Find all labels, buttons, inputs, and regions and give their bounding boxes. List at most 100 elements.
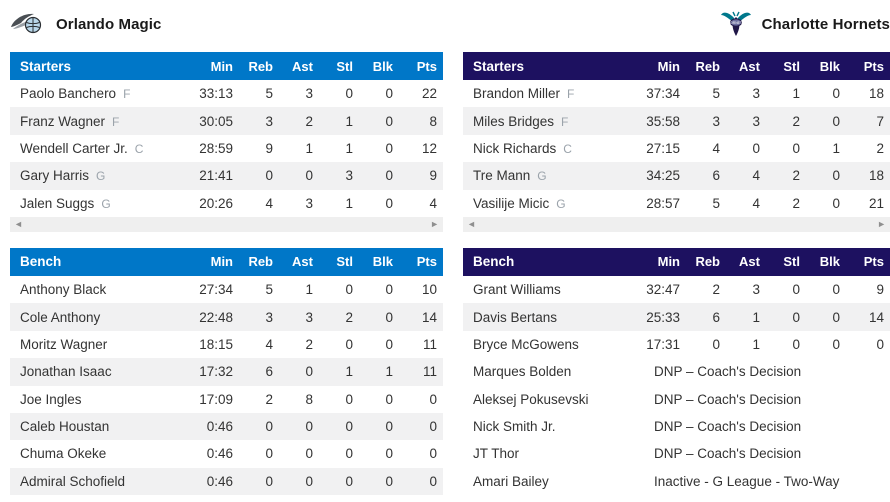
stat-ast: 1 [752,336,760,352]
table-title: Starters [20,58,72,74]
hornets-starters-table: Starters Min Reb Ast Stl Blk Pts Brandon Miller… [463,52,890,217]
stat-ast: 3 [752,86,760,102]
player-name: Admiral Schofield [20,473,126,489]
stat-ast: 0 [305,419,313,435]
stat-min: 25:33 [646,309,680,325]
stat-reb: 4 [712,140,720,156]
player-row: Amari Bailey Inactive - G League - Two-Wa… [463,467,890,496]
stat-reb: 2 [265,391,273,407]
player-name-cell: Tre Mann G [473,168,624,183]
stat-reb: 3 [265,309,273,325]
player-name-cell: Cole Anthony [20,310,177,325]
team-section-magic: Orlando Magic Starters Min Reb Ast Stl Blk Pts… [10,4,443,502]
hornets-bench-table: Bench Min Reb Ast Stl Blk Pts Grant Williams 32:… [463,247,890,496]
stat-blk: 0 [832,336,840,352]
stat-blk: 0 [385,309,393,325]
player-name-cell: Jalen Suggs G [20,196,177,211]
stat-blk: 1 [832,140,840,156]
player-position: G [96,169,106,184]
table-title: Bench [20,254,62,270]
column-header-stl: Stl [783,58,800,74]
player-row: Anthony Black 27:34 5 1 0 0 10 [10,275,443,304]
player-row: Nick Smith Jr. DNP – Coach's Decision [463,412,890,441]
stat-blk: 0 [832,309,840,325]
stat-blk: 0 [385,282,393,298]
stat-reb: 6 [712,168,720,184]
column-header-min: Min [657,58,680,74]
player-name-cell: Admiral Schofield [20,474,177,489]
stat-min: 21:41 [199,168,233,184]
column-header-reb: Reb [695,254,720,270]
player-row: Aleksej Pokusevski DNP – Coach's Decision [463,385,890,413]
scroll-right-icon[interactable]: ► [877,218,886,229]
column-header-ast: Ast [739,58,760,74]
player-name-cell: JT Thor [473,446,624,461]
stat-min: 37:34 [646,86,680,102]
player-name-cell: Nick Richards C [473,141,624,156]
stat-ast: 3 [752,282,760,298]
column-header-ast: Ast [292,254,313,270]
stat-stl: 0 [345,446,353,462]
stat-blk: 0 [832,168,840,184]
column-header-ast: Ast [292,58,313,74]
stat-blk: 0 [385,113,393,129]
player-row: Jalen Suggs G 20:26 4 3 1 0 4 [10,189,443,217]
stat-stl: 0 [345,282,353,298]
stat-ast: 4 [752,195,760,211]
player-name-cell: Gary Harris G [20,168,177,183]
player-row: Bryce McGowens 17:31 0 1 0 0 0 [463,330,890,359]
stat-stl: 1 [345,195,353,211]
stat-min: 17:32 [199,364,233,380]
stat-min: 18:15 [199,336,233,352]
magic-bench-table: Bench Min Reb Ast Stl Blk Pts Anthony Black 27:3… [10,247,443,496]
scroll-left-icon[interactable]: ◄ [467,218,476,229]
stat-stl: 0 [345,336,353,352]
table-title: Starters [473,58,525,74]
stat-min: 28:57 [646,195,680,211]
horizontal-scrollbar[interactable]: ◄ ► [463,216,890,232]
player-status: DNP – Coach's Decision [654,364,802,380]
player-row: JT Thor DNP – Coach's Decision [463,440,890,468]
stat-reb: 5 [265,86,273,102]
stat-reb: 9 [265,140,273,156]
stat-ast: 0 [305,168,313,184]
stat-stl: 0 [345,391,353,407]
player-name: Anthony Black [20,282,107,298]
player-position: G [101,196,111,211]
stat-pts: 18 [868,168,884,184]
stat-stl: 2 [792,195,800,211]
stat-pts: 0 [429,419,437,435]
stat-min: 32:47 [646,282,680,298]
player-position: F [123,87,131,102]
scroll-left-icon[interactable]: ◄ [14,218,23,229]
stat-ast: 3 [305,195,313,211]
scroll-right-icon[interactable]: ► [430,218,439,229]
player-position: G [537,169,547,184]
column-header-reb: Reb [248,58,273,74]
horizontal-scrollbar[interactable]: ◄ ► [10,216,443,232]
player-name-cell: Chuma Okeke [20,446,177,461]
stat-min: 20:26 [199,195,233,211]
player-row: Marques Bolden DNP – Coach's Decision [463,358,890,386]
stat-pts: 4 [429,195,437,211]
player-position: C [563,141,572,156]
stat-pts: 0 [429,391,437,407]
player-name: Joe Ingles [20,391,82,407]
player-name-cell: Bryce McGowens [473,337,624,352]
player-status: DNP – Coach's Decision [654,391,802,407]
player-row: Caleb Houstan 0:46 0 0 0 0 0 [10,412,443,441]
stat-pts: 9 [429,168,437,184]
stat-stl: 2 [792,168,800,184]
player-row: Paolo Banchero F 33:13 5 3 0 0 22 [10,80,443,108]
stat-pts: 12 [421,140,437,156]
player-name-cell: Marques Bolden [473,364,624,379]
player-name: Paolo Banchero [20,86,117,102]
stat-ast: 3 [305,309,313,325]
stat-reb: 4 [265,336,273,352]
stat-blk: 0 [832,195,840,211]
stat-min: 0:46 [206,446,233,462]
stat-pts: 9 [876,282,884,298]
player-name-cell: Jonathan Isaac [20,364,177,379]
player-name-cell: Paolo Banchero F [20,86,177,101]
stat-ast: 3 [752,113,760,129]
